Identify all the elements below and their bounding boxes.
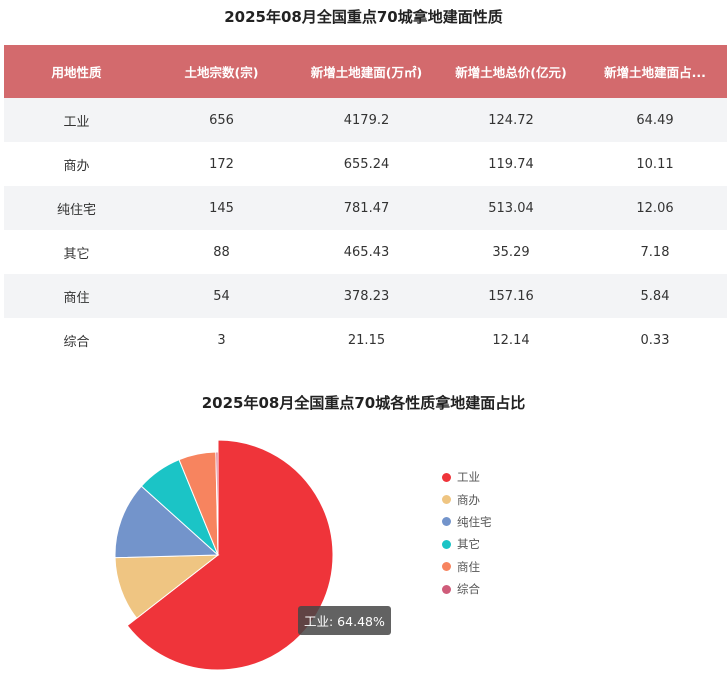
pie-chart <box>114 439 334 671</box>
table-cell: 商住 <box>4 274 149 318</box>
table-cell: 4179.2 <box>294 98 439 142</box>
chart-legend: 工业商办纯住宅其它商住综合 <box>442 466 492 600</box>
legend-marker-icon <box>442 472 451 482</box>
table-row: 纯住宅 145 781.47 513.04 12.06 <box>4 186 727 230</box>
table-cell: 88 <box>213 244 230 260</box>
legend-label: 商办 <box>457 492 480 507</box>
table-cell: 综合 <box>63 334 90 350</box>
header-cell[interactable]: 新增土地建面占... <box>583 45 727 98</box>
table-cell: 其它 <box>63 246 90 262</box>
pie-slice-2[interactable] <box>114 485 220 559</box>
table-cell: 12.14 <box>492 332 530 348</box>
table-cell: 12.06 <box>583 186 727 230</box>
table-cell: 纯住宅 <box>4 186 149 230</box>
land-nature-table: 用地性质 土地宗数(宗) 新增土地建面(万㎡) 新增土地总价(亿元) 新增土地建… <box>4 45 727 362</box>
legend-label: 工业 <box>457 470 480 485</box>
table-cell: 工业 <box>4 98 149 142</box>
legend-item[interactable]: 商住 <box>442 556 492 578</box>
table-cell: 378.23 <box>294 274 439 318</box>
chart-title: 2025年08月全国重点70城各性质拿地建面占比 <box>201 394 526 412</box>
pie-slice-5[interactable] <box>215 451 219 556</box>
table-cell: 119.74 <box>488 156 534 172</box>
table-cell: 7.18 <box>640 244 670 260</box>
header-cell[interactable]: 用地性质 <box>4 45 149 98</box>
table-row: 综合 3 21.15 12.14 0.33 <box>4 318 727 362</box>
legend-label: 纯住宅 <box>457 514 492 529</box>
table-cell: 172 <box>209 156 234 172</box>
table-row: 其它 88 465.43 35.29 7.18 <box>4 230 727 274</box>
legend-item[interactable]: 综合 <box>442 578 492 600</box>
header-cell[interactable]: 土地宗数(宗) <box>149 45 294 98</box>
table-cell: 124.72 <box>439 98 583 142</box>
legend-item[interactable]: 纯住宅 <box>442 511 492 533</box>
legend-marker-icon <box>442 562 451 572</box>
table-cell: 781.47 <box>294 186 439 230</box>
table-cell: 商办 <box>63 158 90 174</box>
table-cell: 54 <box>149 274 294 318</box>
table-cell: 655.24 <box>343 156 390 172</box>
table-cell: 10.11 <box>636 156 674 172</box>
legend-item[interactable]: 工业 <box>442 466 492 488</box>
table-cell: 513.04 <box>439 186 583 230</box>
table-header-row: 用地性质 土地宗数(宗) 新增土地建面(万㎡) 新增土地总价(亿元) 新增土地建… <box>4 45 727 98</box>
legend-label: 综合 <box>457 582 480 597</box>
legend-item[interactable]: 其它 <box>442 533 492 555</box>
slice-tooltip: 工业: 64.48% <box>298 606 391 635</box>
legend-item[interactable]: 商办 <box>442 488 492 510</box>
table-cell: 35.29 <box>492 244 530 260</box>
table-row: 商住 54 378.23 157.16 5.84 <box>4 274 727 318</box>
table-title: 2025年08月全国重点70城拿地建面性质 <box>224 8 503 26</box>
table-cell: 21.15 <box>347 332 386 348</box>
legend-marker-icon <box>442 517 451 527</box>
legend-marker-icon <box>442 495 451 505</box>
legend-label: 商住 <box>457 559 480 574</box>
table-cell: 64.49 <box>583 98 727 142</box>
table-cell: 465.43 <box>343 244 390 260</box>
table-cell: 0.33 <box>640 332 670 348</box>
table-cell: 145 <box>149 186 294 230</box>
table-cell: 656 <box>149 98 294 142</box>
pie-slice-0[interactable] <box>126 439 334 671</box>
table-row: 商办 172 655.24 119.74 10.11 <box>4 142 727 186</box>
table-cell: 157.16 <box>439 274 583 318</box>
legend-label: 其它 <box>457 537 480 552</box>
table-cell: 5.84 <box>583 274 727 318</box>
legend-marker-icon <box>442 539 451 549</box>
legend-marker-icon <box>442 584 451 594</box>
table-cell: 3 <box>217 332 226 348</box>
header-cell[interactable]: 新增土地总价(亿元) <box>439 45 583 98</box>
header-cell[interactable]: 新增土地建面(万㎡) <box>294 45 439 98</box>
table-row: 工业 656 4179.2 124.72 64.49 <box>4 98 727 142</box>
